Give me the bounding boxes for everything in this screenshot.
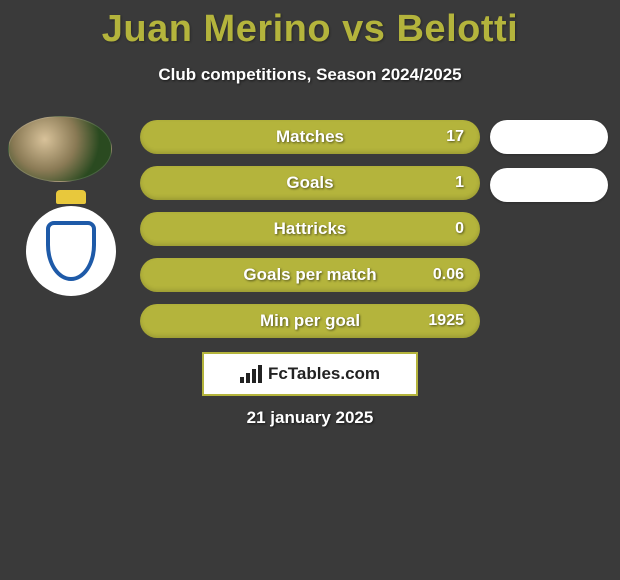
brand-text: FcTables.com: [268, 364, 380, 384]
stat-value: 1: [455, 174, 464, 192]
stat-value: 17: [446, 128, 464, 146]
stat-row-hattricks: Hattricks 0: [140, 212, 480, 246]
opponent-pills: [490, 120, 608, 216]
stat-row-goals-per-match: Goals per match 0.06: [140, 258, 480, 292]
stats-bars: Matches 17 Goals 1 Hattricks 0 Goals per…: [140, 120, 480, 350]
crest-shield-icon: [46, 221, 96, 281]
opponent-pill: [490, 120, 608, 154]
stat-label: Hattricks: [274, 219, 347, 239]
stat-row-min-per-goal: Min per goal 1925: [140, 304, 480, 338]
page-title: Juan Merino vs Belotti: [0, 0, 620, 51]
club-crest: [26, 206, 116, 296]
stat-value: 1925: [428, 312, 464, 330]
avatars-column: [8, 116, 128, 296]
crest-crown-icon: [56, 190, 86, 204]
stat-row-matches: Matches 17: [140, 120, 480, 154]
player-photo: [8, 116, 112, 182]
stat-label: Matches: [276, 127, 344, 147]
stat-row-goals: Goals 1: [140, 166, 480, 200]
stat-label: Goals: [286, 173, 333, 193]
stat-label: Goals per match: [243, 265, 376, 285]
footer-date: 21 january 2025: [0, 408, 620, 428]
opponent-pill: [490, 168, 608, 202]
stat-label: Min per goal: [260, 311, 360, 331]
stat-value: 0.06: [433, 266, 464, 284]
brand-box: FcTables.com: [202, 352, 418, 396]
bar-chart-icon: [240, 365, 262, 383]
stat-value: 0: [455, 220, 464, 238]
page-subtitle: Club competitions, Season 2024/2025: [0, 65, 620, 85]
